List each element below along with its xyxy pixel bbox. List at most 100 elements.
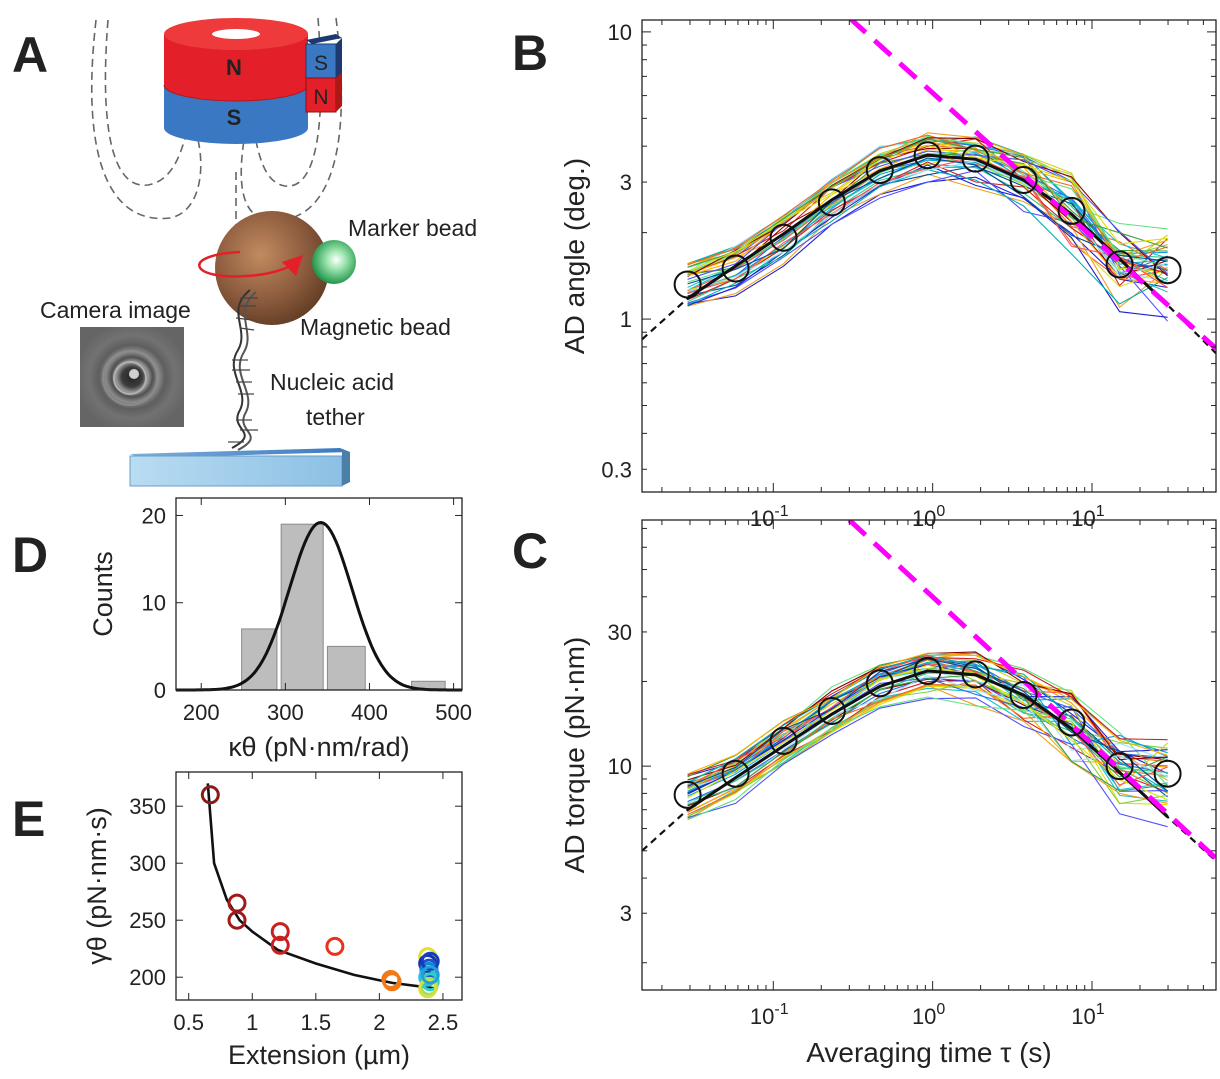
panel-letter-b: B — [512, 25, 548, 81]
gaussian-fit — [176, 520, 462, 692]
y-tick-label: 300 — [129, 851, 166, 876]
mean-point — [817, 188, 846, 217]
y-tick-label: 3 — [620, 170, 632, 195]
mean-point — [721, 759, 750, 788]
mean-point — [865, 669, 894, 698]
data-point — [420, 965, 440, 985]
x-axis-label: Extension (µm) — [228, 1040, 410, 1070]
data-point — [382, 972, 402, 992]
trace-line — [687, 664, 1168, 801]
trace-line — [687, 652, 1168, 775]
data-point — [270, 935, 290, 955]
mean-point — [1105, 250, 1134, 279]
guide-line — [847, 520, 1216, 861]
label-marker-bead: Marker bead — [348, 215, 477, 241]
trace-line — [687, 655, 1168, 788]
guide-line — [848, 20, 1216, 351]
axes-box — [175, 497, 463, 691]
data-point — [270, 922, 290, 942]
trace-line — [687, 169, 1169, 322]
y-tick-label: 350 — [129, 794, 166, 819]
mean-point — [673, 270, 702, 299]
y-tick-label: 1 — [620, 307, 632, 332]
y-tick-label: 10 — [142, 591, 166, 616]
histogram-bar — [326, 645, 366, 691]
y-tick-label: 20 — [142, 503, 166, 528]
x-tick-label: 200 — [183, 700, 220, 725]
x-tick-label: 2.5 — [428, 1010, 459, 1035]
panel-a-schematic: A N S S N — [12, 17, 477, 487]
x-tick-label: 0.5 — [173, 1010, 204, 1035]
mean-point — [1009, 681, 1038, 710]
x-tick-label: 1.5 — [301, 1010, 332, 1035]
axes-box — [175, 771, 463, 1001]
y-tick-label: 10 — [608, 754, 632, 779]
mean-point — [769, 726, 798, 755]
mean-point — [961, 660, 990, 689]
x-tick-exp: -1 — [774, 1001, 788, 1018]
trace-line — [687, 138, 1168, 268]
y-tick-label: 0.3 — [601, 457, 632, 482]
trace-line — [687, 157, 1168, 285]
rotation-arrow — [198, 250, 247, 278]
trace-line — [687, 173, 1168, 309]
mean-point — [865, 156, 894, 185]
x-tick-label: 101 — [1071, 1001, 1104, 1029]
trace-line — [687, 137, 1168, 277]
axes-box — [641, 19, 1217, 493]
x-tick-base: 10 — [912, 1004, 936, 1029]
magnetic-field-lines — [90, 17, 343, 262]
trace-line — [687, 165, 1168, 297]
panel-letter-d: D — [12, 527, 48, 583]
data-point — [420, 951, 440, 971]
y-tick-label: 30 — [608, 620, 632, 645]
mean-point — [913, 656, 942, 685]
label-camera-image: Camera image — [40, 297, 191, 323]
panel-letter-e: E — [12, 791, 45, 847]
x-tick-exp: -1 — [774, 503, 788, 520]
x-tick-base: 10 — [1071, 1004, 1095, 1029]
x-tick-base: 10 — [750, 1004, 774, 1029]
data-point — [227, 910, 247, 930]
x-tick-label: 100 — [912, 1001, 945, 1029]
x-tick-exp: 1 — [1096, 503, 1105, 520]
trace-line — [687, 697, 1168, 828]
x-tick-exp: 0 — [936, 1001, 945, 1018]
trace-line — [687, 674, 1168, 806]
mean-point — [1057, 708, 1086, 737]
bar-magnet-south-label: S — [314, 52, 328, 75]
mean-point — [1105, 752, 1134, 781]
x-tick-label: 10-1 — [750, 503, 789, 531]
data-point — [418, 979, 438, 999]
y-axis-label: γθ (pN·nm·s) — [82, 807, 112, 965]
trace-line — [687, 176, 1168, 305]
plot-area — [200, 783, 440, 999]
y-tick-label: 0 — [154, 678, 166, 703]
chart-e-drag-vs-extension: 0.5 1 1.5 2 2.5 200 250 300 350 Extension (µm) γθ … — [82, 771, 463, 1070]
glass-surface — [129, 448, 350, 487]
label-nucleic-acid: Nucleic acid — [270, 369, 394, 395]
ring-magnet: N S — [163, 18, 309, 144]
data-point — [200, 785, 220, 805]
y-axis-label: AD torque (pN·nm) — [559, 637, 590, 874]
mean-point — [721, 254, 750, 283]
trace-line — [687, 152, 1168, 291]
y-tick-label: 200 — [129, 965, 166, 990]
nucleic-acid-tether — [228, 289, 258, 451]
plot-area — [642, 520, 1216, 862]
trace-line — [687, 145, 1168, 272]
x-tick-exp: 0 — [936, 503, 945, 520]
x-tick-base: 10 — [750, 506, 774, 531]
mean-point — [1009, 165, 1038, 194]
x-tick-label: 500 — [435, 700, 472, 725]
mean-point — [1153, 256, 1182, 285]
x-tick-exp: 1 — [1096, 1001, 1105, 1018]
trace-line — [687, 150, 1168, 280]
y-tick-label: 10 — [608, 20, 632, 45]
label-tether: tether — [306, 404, 365, 430]
bar-magnet: S N — [305, 34, 342, 113]
x-axis-label: κθ (pN·nm/rad) — [228, 732, 409, 762]
mean-point — [961, 144, 990, 173]
x-axis-label: Averaging time τ (s) — [806, 1037, 1052, 1068]
